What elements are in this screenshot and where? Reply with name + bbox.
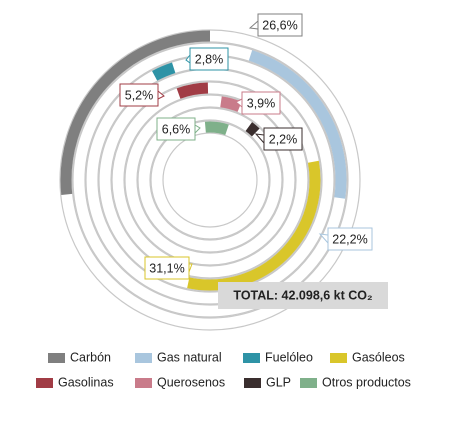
legend-label: Gas natural: [157, 350, 222, 364]
legend-label: Gasóleos: [352, 350, 405, 364]
ring-segment: [248, 50, 347, 199]
legend-swatch: [300, 378, 317, 388]
ring-segment: [204, 121, 229, 136]
legend-label: Carbón: [70, 350, 111, 364]
legend-swatch: [48, 353, 65, 363]
total-label: TOTAL: 42.098,6 kt CO₂: [233, 288, 372, 302]
legend-label: Querosenos: [157, 375, 225, 389]
legend-label: Otros productos: [322, 375, 411, 389]
label-box: [263, 127, 303, 151]
legend-swatch: [243, 353, 260, 363]
ring-outline: [59, 29, 361, 331]
ring-outline: [123, 93, 297, 267]
value-label: 5,2%: [125, 88, 154, 102]
ring-outline: [137, 107, 283, 253]
label-box: [189, 47, 229, 71]
ring-outline: [162, 132, 258, 228]
label-box: [119, 83, 159, 107]
ring-outline: [111, 81, 309, 279]
label-pointer: [194, 124, 201, 134]
ring-outline: [72, 42, 348, 318]
label-box: [144, 256, 190, 280]
value-label: 6,6%: [162, 122, 191, 136]
ring-segment: [152, 62, 176, 81]
value-label: 2,2%: [269, 132, 298, 146]
legend-swatch: [36, 378, 53, 388]
legend-label: Gasolinas: [58, 375, 114, 389]
legend-swatch: [330, 353, 347, 363]
legend-swatch: [135, 378, 152, 388]
value-label: 22,2%: [332, 232, 367, 246]
label-pointer: [318, 233, 329, 244]
ring-outline: [124, 94, 296, 266]
value-label: 2,8%: [195, 52, 224, 66]
ring-segment: [176, 82, 209, 99]
label-pointer: [185, 54, 191, 64]
label-pointer: [248, 20, 259, 30]
ring-segment: [60, 30, 211, 195]
label-box: [257, 13, 303, 37]
ring-outline: [136, 106, 284, 254]
label-box: [327, 227, 373, 251]
label-pointer: [235, 98, 243, 108]
legend-label: GLP: [266, 375, 291, 389]
ring-segment: [187, 160, 321, 291]
label-box: [241, 91, 281, 115]
label-box: [156, 117, 196, 141]
legend-swatch: [244, 378, 261, 388]
legend-label: Fuelóleo: [265, 350, 313, 364]
legend-swatch: [135, 353, 152, 363]
value-label: 26,6%: [262, 18, 297, 32]
ring-outline: [149, 119, 271, 241]
label-pointer: [188, 263, 193, 273]
total-box: [218, 282, 388, 309]
value-label: 3,9%: [247, 96, 276, 110]
ring-outline: [71, 41, 349, 319]
ring-segment: [245, 122, 260, 137]
value-label: 31,1%: [149, 261, 184, 275]
ring-segment: [220, 96, 242, 112]
label-pointer: [254, 133, 265, 144]
ring-outline: [150, 120, 270, 240]
label-pointer: [157, 90, 165, 100]
ring-outline: [110, 80, 310, 280]
